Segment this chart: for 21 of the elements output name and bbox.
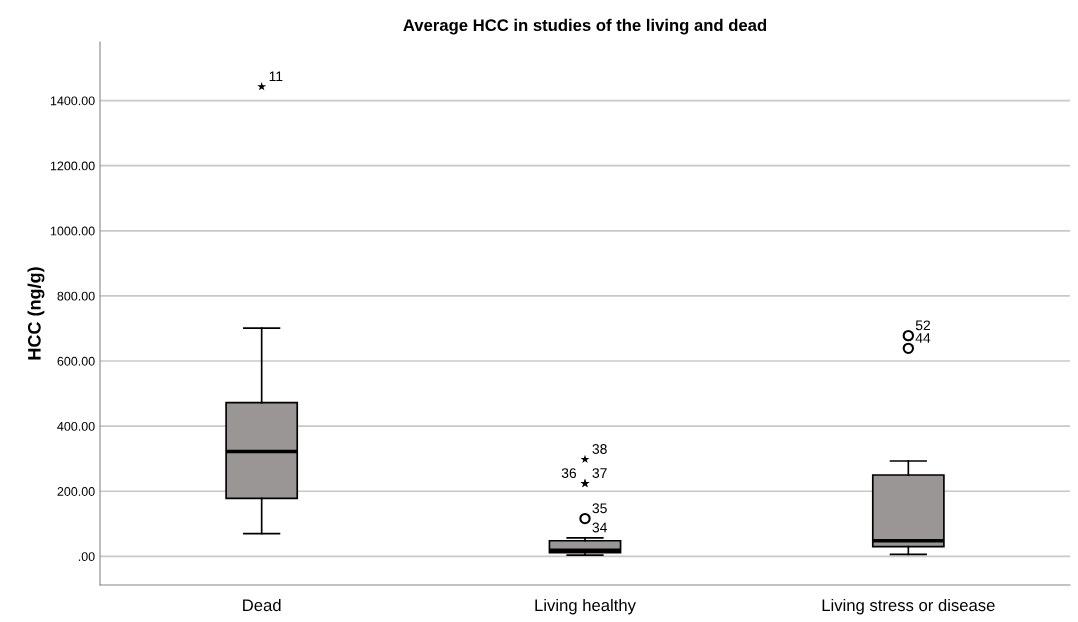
annotation: 11 <box>269 71 283 82</box>
y-tick-label: 400.00 <box>57 421 95 431</box>
y-tick-label: .00 <box>78 552 95 561</box>
x-tick-label: Dead <box>243 598 281 612</box>
annotation: 36 <box>561 468 577 479</box>
annotation: 34 <box>592 522 607 533</box>
y-axis-title: HCC (ng/g) <box>27 267 45 360</box>
annotation: 44 <box>915 333 931 343</box>
annotation: 38 <box>592 444 607 454</box>
y-tick-label: 1200.00 <box>50 161 95 171</box>
annotation: 52 <box>915 320 931 331</box>
chart-title: Average HCC in studies of the living and dead <box>403 18 767 35</box>
annotation: 37 <box>592 468 607 479</box>
x-tick-label: Living healthy <box>535 598 636 615</box>
y-tick-label: 1000.00 <box>50 226 95 236</box>
annotation: 35 <box>592 503 607 514</box>
y-tick-label: 600.00 <box>57 356 95 366</box>
y-tick-label: 800.00 <box>57 291 95 301</box>
x-tick-label: Living stress or disease <box>822 598 995 615</box>
y-tick-label: 200.00 <box>57 487 95 496</box>
y-tick-label: 1400.00 <box>50 96 95 106</box>
